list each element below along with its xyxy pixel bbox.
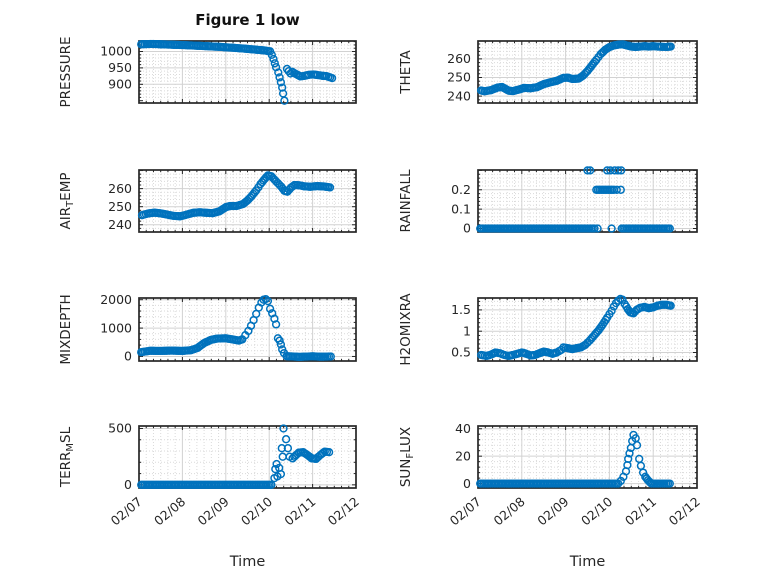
- y-tick-label: 240: [108, 217, 132, 232]
- x-axis-label-right: Time: [569, 554, 606, 570]
- y-tick-label: 1.5: [451, 302, 471, 317]
- minor-grid: [479, 171, 696, 231]
- x-tick-label: 02/11: [281, 494, 318, 529]
- y-axis-label-pressure: PRESSURE: [58, 37, 74, 108]
- y-tick-labels: 0 20 40: [455, 421, 471, 491]
- y-tick-labels: 240 250 260: [108, 181, 132, 232]
- y-tick-label: 40: [455, 421, 471, 436]
- data-markers-terr-msl: [137, 424, 334, 489]
- panel-theta: 240 250 260 THETA: [398, 40, 698, 104]
- data-markers-h2omixra: [476, 294, 675, 361]
- panel-rainfall: 0 0.1 0.2 RAINFALL: [398, 166, 698, 236]
- y-axis-label-terr-msl: TERRMSL: [58, 426, 76, 488]
- panel-air-temp: 240 250 260 AIRTEMP: [58, 169, 357, 233]
- panel-h2omixra: 0.5 1 1.5 H2OMIXRA: [398, 293, 698, 366]
- y-tick-label: 500: [108, 421, 132, 436]
- axis-box: [477, 297, 698, 362]
- y-tick-label: 0.5: [451, 345, 471, 360]
- x-tick-label: 02/12: [325, 494, 362, 529]
- y-tick-label: 0: [463, 221, 471, 236]
- x-tick-label: 02/09: [194, 494, 231, 529]
- minor-grid: [479, 427, 696, 487]
- major-grid: [140, 171, 355, 231]
- data-markers-rainfall: [476, 166, 674, 233]
- panel-mixdepth: 0 1000 2000 MIXDEPTH: [58, 292, 357, 365]
- x-tick-label: 02/07: [108, 494, 145, 529]
- y-tick-label: 260: [108, 181, 132, 196]
- y-tick-labels: 0 0.1 0.2: [451, 182, 471, 236]
- y-axis-label-theta: THETA: [398, 50, 414, 95]
- axis-box: [477, 40, 698, 104]
- panel-sun-flux: 0 20 40 SUNFLUX 02/07 02/08 02/09 02/10 02/11 02/…: [398, 421, 703, 529]
- y-tick-label: 250: [447, 70, 471, 85]
- axis-box: [138, 297, 357, 362]
- axis-box: [477, 425, 698, 489]
- x-tick-label: 02/08: [151, 494, 188, 529]
- major-grid: [479, 299, 696, 360]
- x-tick-labels: 02/07 02/08 02/09 02/10 02/11 02/12: [447, 494, 703, 529]
- x-tick-label: 02/09: [534, 494, 571, 529]
- y-tick-label: 260: [447, 51, 471, 66]
- y-axis-label-h2omixra: H2OMIXRA: [398, 293, 414, 366]
- y-axis-label-rainfall: RAINFALL: [398, 169, 414, 232]
- axis-box: [138, 169, 357, 233]
- y-tick-label: 2000: [100, 292, 132, 307]
- data-markers-mixdepth: [137, 294, 335, 362]
- y-tick-label: 1000: [100, 44, 132, 59]
- y-tick-label: 950: [108, 60, 132, 75]
- y-tick-label: 240: [447, 88, 471, 103]
- y-tick-label: 1: [463, 323, 471, 338]
- y-tick-label: 0: [124, 349, 132, 364]
- minor-grid: [140, 299, 355, 360]
- x-tick-label: 02/10: [578, 494, 615, 529]
- x-tick-label: 02/10: [238, 494, 275, 529]
- y-tick-labels: 0.5 1 1.5: [451, 302, 471, 360]
- y-tick-label: 0: [463, 476, 471, 491]
- x-tick-label: 02/08: [490, 494, 527, 529]
- x-tick-label: 02/11: [622, 494, 659, 529]
- x-tick-label: 02/07: [447, 494, 484, 529]
- panel-terr-msl: 0 500 TERRMSL 02/07 02/08 02/09 02/10 02/11 02/1…: [58, 421, 362, 529]
- figure-title: Figure 1 low: [195, 11, 300, 29]
- data-markers-theta: [476, 40, 675, 96]
- data-markers-pressure: [137, 39, 337, 105]
- axis-box: [138, 40, 357, 104]
- data-markers-air-temp: [137, 171, 335, 221]
- y-tick-label: 900: [108, 77, 132, 92]
- minor-grid: [479, 42, 696, 102]
- y-axis-label-sun-flux: SUNFLUX: [398, 427, 416, 487]
- x-tick-labels: 02/07 02/08 02/09 02/10 02/11 02/12: [108, 494, 362, 529]
- data-markers-sun-flux: [476, 430, 674, 488]
- x-axis-label-left: Time: [229, 554, 266, 570]
- y-tick-label: 0.1: [451, 201, 471, 216]
- y-tick-labels: 0 1000 2000: [100, 292, 132, 364]
- y-tick-labels: 240 250 260: [447, 51, 471, 103]
- y-tick-label: 1000: [100, 320, 132, 335]
- y-axis-label-air-temp: AIRTEMP: [58, 172, 76, 229]
- x-tick-label: 02/12: [666, 494, 703, 529]
- y-tick-label: 0.2: [451, 182, 471, 197]
- y-tick-label: 0: [124, 477, 132, 492]
- y-axis-label-mixdepth: MIXDEPTH: [58, 294, 74, 364]
- y-tick-label: 250: [108, 199, 132, 214]
- y-tick-label: 20: [455, 448, 471, 463]
- y-tick-labels: 0 500: [108, 421, 132, 492]
